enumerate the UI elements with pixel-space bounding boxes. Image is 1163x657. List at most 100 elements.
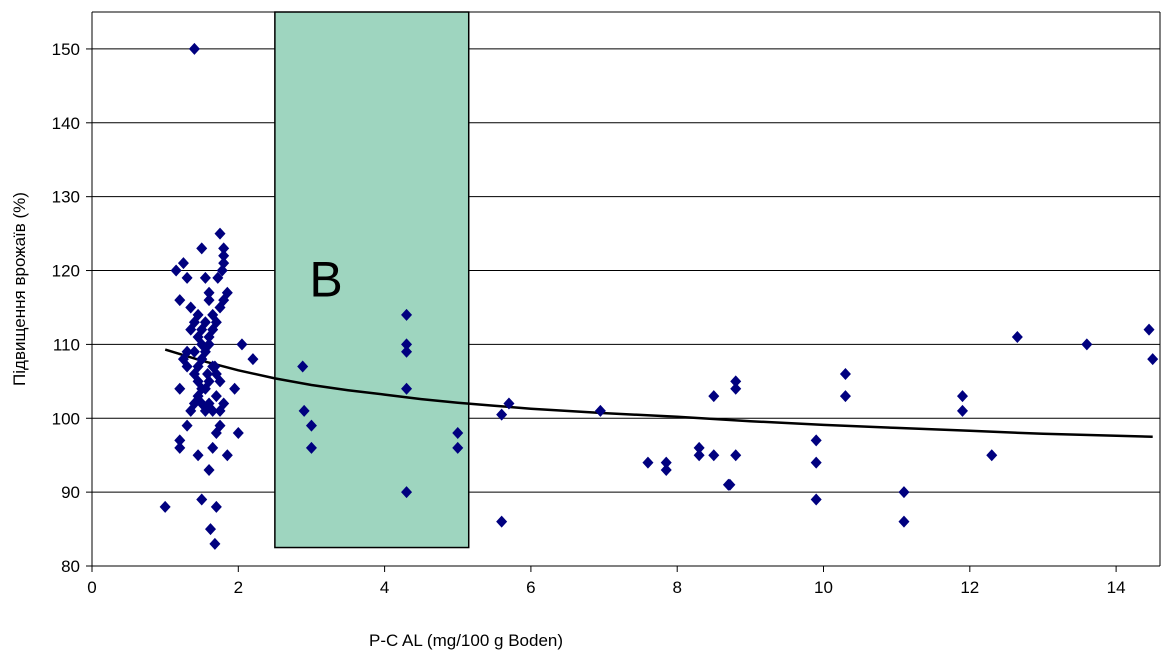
data-point-94: [660, 456, 672, 469]
y-tick-label-3: 110: [53, 335, 80, 354]
data-point-17: [212, 271, 224, 284]
data-point-18: [203, 286, 215, 299]
trendline: [164, 348, 1153, 438]
data-point-62: [203, 463, 215, 476]
data-point-82: [401, 308, 413, 321]
data-point-91: [496, 515, 508, 528]
y-tick-label-4: 120: [52, 262, 80, 281]
data-point-8: [196, 242, 208, 255]
data-point-51: [214, 301, 226, 314]
data-point-92: [594, 404, 606, 417]
data-point-60: [181, 419, 193, 432]
y-tick-label-7: 150: [52, 40, 80, 59]
x-tick-label-0: 0: [87, 578, 96, 597]
data-point-106: [810, 456, 822, 469]
data-point-56: [188, 345, 200, 358]
data-point-23: [185, 323, 197, 336]
data-point-98: [708, 390, 720, 403]
grid: [92, 48, 1160, 493]
data-point-61: [192, 449, 204, 462]
data-point-12: [214, 227, 226, 240]
data-point-95: [660, 463, 672, 476]
data-point-2: [170, 264, 182, 277]
data-point-42: [214, 404, 226, 417]
data-point-54: [203, 331, 215, 344]
data-point-76: [209, 360, 221, 373]
data-point-107: [810, 493, 822, 506]
data-point-13: [218, 242, 230, 255]
data-point-0: [159, 500, 171, 513]
data-point-97: [693, 449, 705, 462]
x-tick-label-7: 14: [1107, 578, 1126, 597]
data-point-102: [730, 375, 742, 388]
data-point-116: [1081, 338, 1093, 351]
data-point-90: [503, 397, 515, 410]
y-tick-label-5: 130: [52, 188, 80, 207]
x-tick-label-1: 2: [234, 578, 243, 597]
data-point-111: [898, 515, 910, 528]
data-point-118: [1147, 353, 1159, 366]
data-point-71: [229, 382, 241, 395]
data-point-14: [218, 249, 230, 262]
data-point-104: [730, 449, 742, 462]
y-tick-label-2: 100: [52, 409, 80, 428]
data-point-88: [452, 441, 464, 454]
data-point-4: [181, 271, 193, 284]
data-point-1: [188, 42, 200, 55]
x-tick-label-5: 10: [814, 578, 833, 597]
data-point-67: [210, 500, 222, 513]
data-point-81: [305, 441, 317, 454]
data-point-83: [401, 338, 413, 351]
data-point-73: [236, 338, 248, 351]
data-point-58: [174, 434, 186, 447]
x-tick-label-6: 12: [960, 578, 979, 597]
y-tick-label-1: 90: [61, 483, 80, 502]
x-tick-labels: 0 2 4 6 8 10 12 14: [87, 578, 1125, 597]
data-point-108: [839, 367, 851, 380]
trendline-curve: [164, 348, 1153, 438]
y-tick-labels: 80 90 100 110 120 130 140 150: [52, 40, 80, 576]
data-point-66: [221, 449, 233, 462]
y-tick-label-0: 80: [61, 557, 80, 576]
data-point-113: [956, 404, 968, 417]
data-point-3: [177, 257, 189, 270]
x-tick-label-4: 8: [672, 578, 681, 597]
data-point-5: [174, 294, 186, 307]
data-point-74: [247, 353, 259, 366]
data-point-89: [496, 408, 508, 421]
zone-b-label: B: [309, 251, 342, 307]
data-point-63: [207, 441, 219, 454]
data-point-112: [956, 390, 968, 403]
data-point-72: [232, 427, 244, 440]
zone-b-rect: [274, 11, 470, 549]
data-point-115: [1011, 331, 1023, 344]
axes: [86, 11, 1161, 572]
data-point-103: [730, 382, 742, 395]
data-point-68: [205, 523, 217, 536]
data-point-114: [986, 449, 998, 462]
data-point-55: [196, 338, 208, 351]
data-point-26: [174, 382, 186, 395]
data-point-70: [209, 537, 221, 550]
data-point-93: [642, 456, 654, 469]
x-tick-label-2: 4: [380, 578, 389, 597]
data-point-65: [214, 419, 226, 432]
data-point-101: [724, 478, 736, 491]
y-tick-label-6: 140: [52, 114, 80, 133]
data-point-85: [401, 382, 413, 395]
data-point-99: [708, 449, 720, 462]
data-point-10: [203, 294, 215, 307]
data-point-9: [199, 271, 211, 284]
data-point-105: [810, 434, 822, 447]
x-axis-label: P-C AL (mg/100 g Boden): [369, 631, 563, 650]
data-point-48: [188, 367, 200, 380]
data-point-86: [401, 486, 413, 499]
data-point-6: [185, 301, 197, 314]
data-point-110: [898, 486, 910, 499]
data-points: [159, 42, 1159, 550]
data-point-69: [196, 493, 208, 506]
data-point-39: [185, 404, 197, 417]
data-point-40: [210, 390, 222, 403]
data-point-59: [174, 441, 186, 454]
